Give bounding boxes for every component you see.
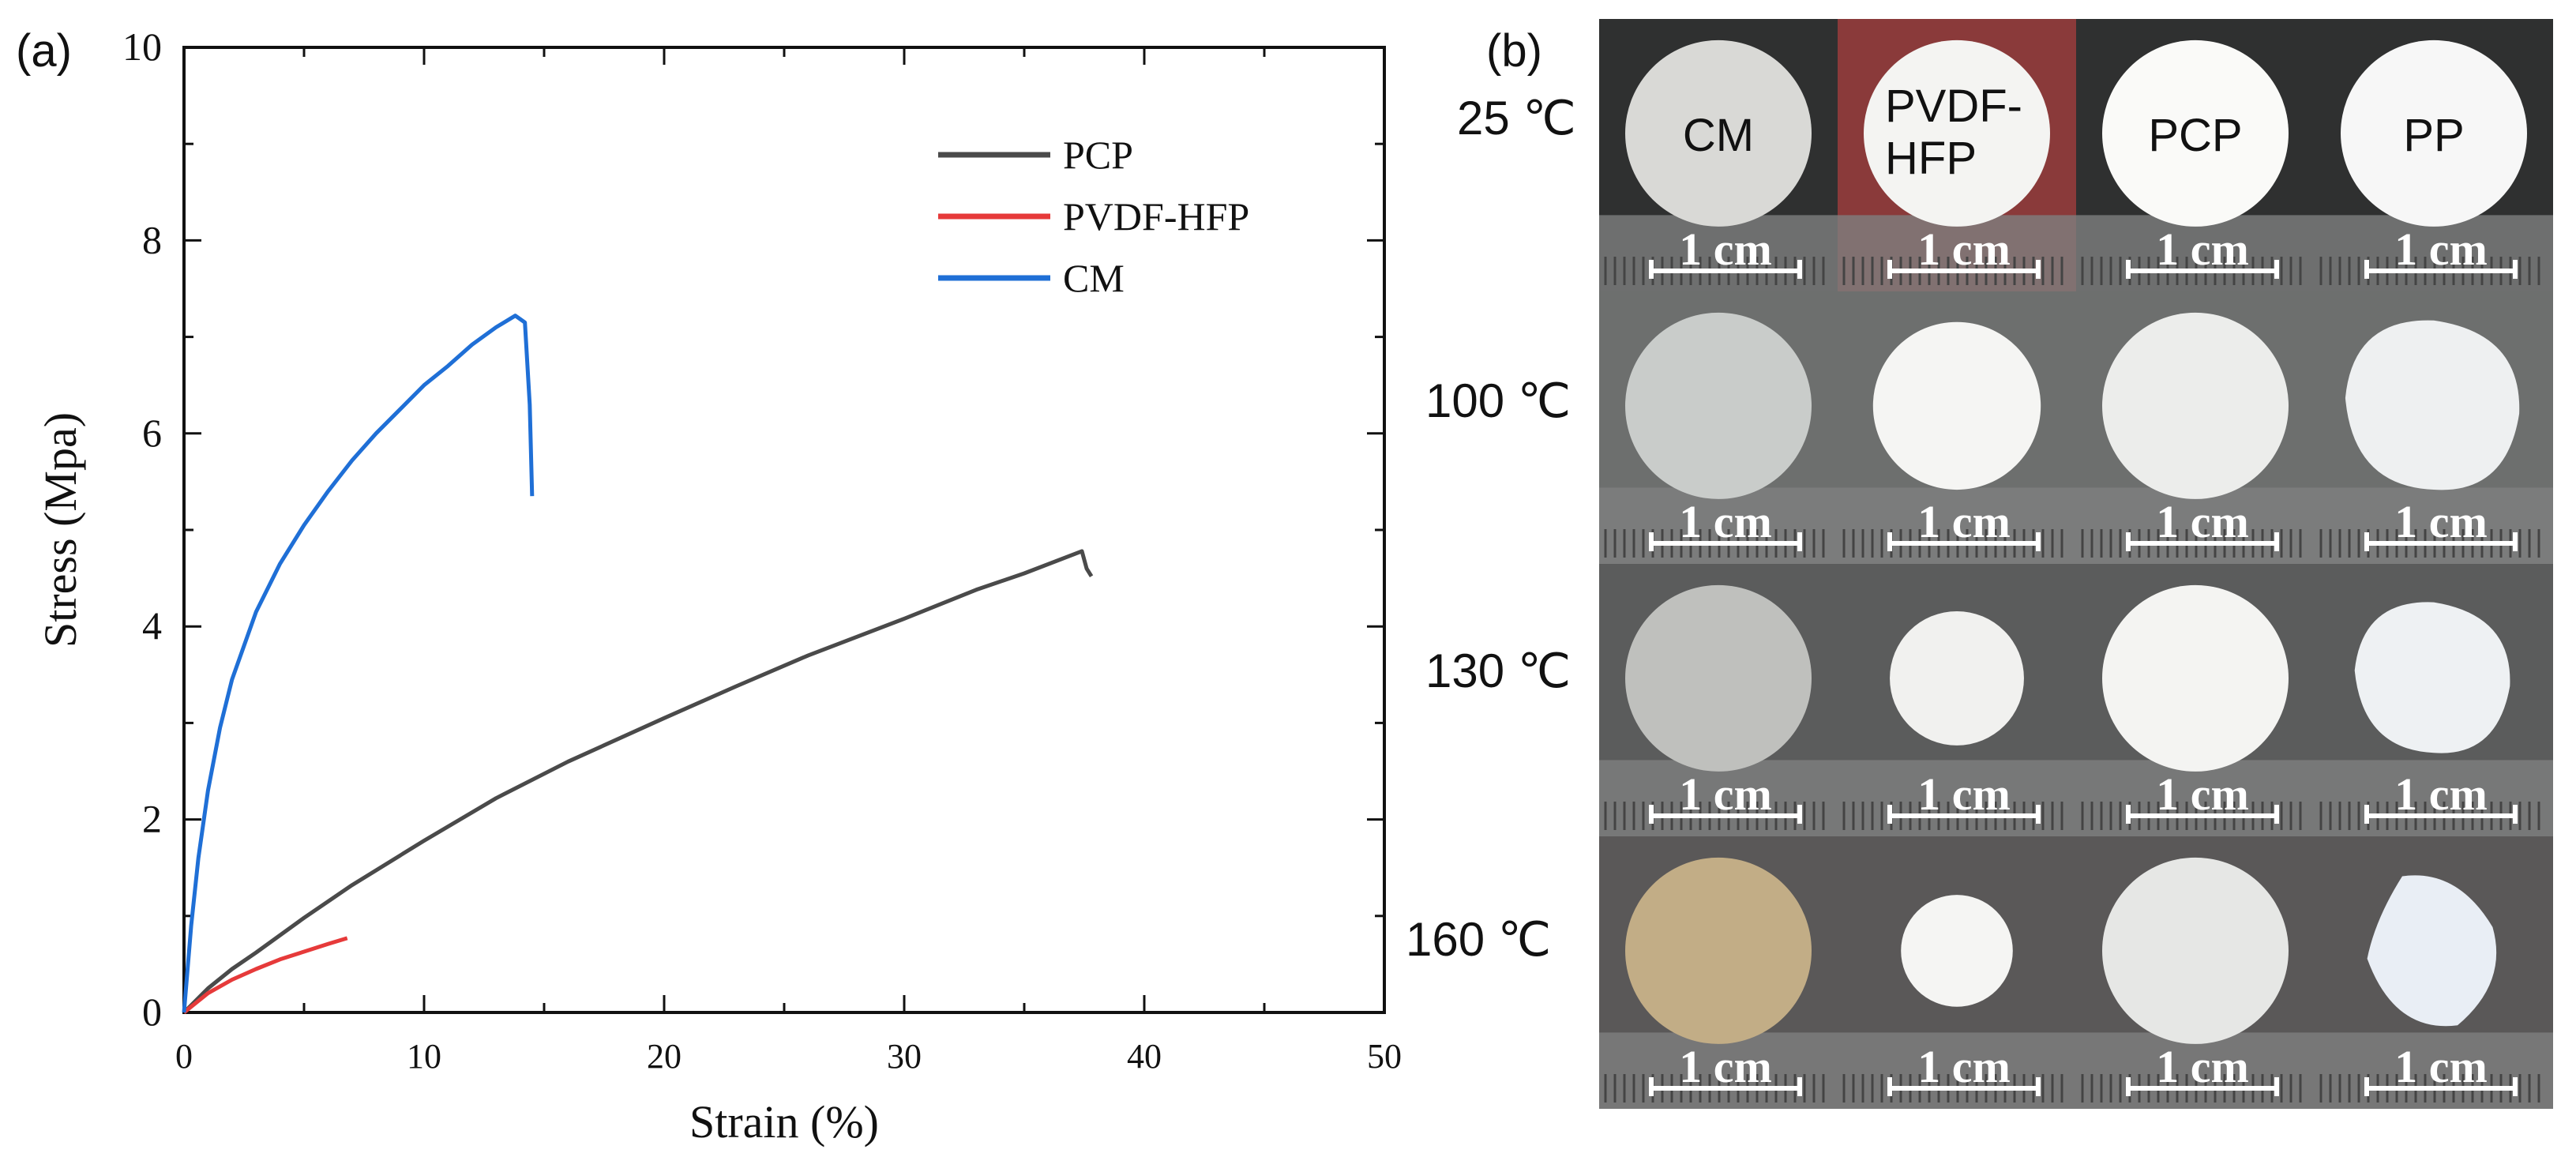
sample-disc — [2102, 857, 2289, 1044]
scale-bar-label: 1 cm — [2156, 224, 2249, 275]
x-tick-label: 0 — [175, 1037, 193, 1076]
axis-ticks: 0 10 20 30 40 50 0 2 4 6 8 10 — [122, 24, 1402, 1076]
y-tick-label: 8 — [142, 217, 162, 261]
x-tick-label: 40 — [1127, 1037, 1162, 1076]
scale-bar-label: 1 cm — [2394, 496, 2488, 547]
sample-photo: 1 cm — [1838, 291, 2076, 564]
sample-disc — [2102, 312, 2289, 499]
panel-b-label: (b) — [1486, 25, 1542, 77]
sample-disc — [1625, 39, 1812, 227]
stress-strain-chart: 0 10 20 30 40 50 0 2 4 6 8 10 PCP PVDF-HFP CM Strain … — [35, 24, 1402, 1148]
legend-label: PCP — [1063, 133, 1133, 177]
scale-bar-label: 1 cm — [2156, 496, 2249, 547]
sample-disc — [2102, 39, 2289, 227]
y-tick-label: 0 — [142, 990, 162, 1034]
sample-photo: 1 cm — [2076, 836, 2315, 1109]
sample-photo: PVDF-HFP 1 cm — [1838, 19, 2076, 291]
sample-photo: 1 cm — [1838, 564, 2076, 836]
sample-photo: 1 cm — [2076, 564, 2315, 836]
series-line-pvdf-hfp — [182, 936, 348, 1014]
y-tick-label: 6 — [142, 411, 162, 455]
x-tick-label: 30 — [887, 1037, 922, 1076]
scale-bar-label: 1 cm — [1679, 496, 1772, 547]
scale-bar-label: 1 cm — [1917, 224, 2011, 275]
series-line-pcp — [182, 549, 1094, 1014]
plot-frame — [182, 46, 1386, 1014]
y-tick-label: 4 — [142, 603, 162, 648]
scale-bar-label: 1 cm — [1917, 1041, 2011, 1092]
sample-photo: PCP 1 cm — [2076, 19, 2315, 291]
panel-a-label: (a) — [16, 25, 72, 77]
legend: PCP PVDF-HFP CM — [938, 133, 1249, 300]
sample-disc — [1625, 584, 1812, 772]
scale-bar-label: 1 cm — [1917, 768, 2011, 820]
scale-bar-label: 1 cm — [2394, 768, 2488, 820]
y-tick-label: 10 — [122, 24, 162, 69]
legend-label: PVDF-HFP — [1063, 194, 1249, 239]
sample-column-label: PP — [2403, 110, 2464, 161]
series-line-cm — [182, 314, 535, 1013]
scale-bar-label: 1 cm — [1917, 496, 2011, 547]
temperature-label: 130 ℃ — [1425, 644, 1571, 697]
sample-photo: 1 cm — [1599, 291, 1838, 564]
x-axis-label: Strain (%) — [689, 1096, 879, 1148]
sample-disc — [1890, 610, 2024, 746]
sample-shrunk — [2345, 320, 2520, 490]
sample-column-label: CM — [1683, 110, 1754, 161]
scale-bar-label: 1 cm — [2156, 1041, 2249, 1092]
scale-bar-label: 1 cm — [1679, 1041, 1772, 1092]
x-tick-label: 50 — [1367, 1037, 1402, 1076]
sample-photo: 1 cm — [1599, 836, 1838, 1109]
sample-column-label: HFP — [1885, 133, 1977, 184]
sample-photo: CM 1 cm — [1599, 19, 1838, 291]
sample-shrunk — [2367, 875, 2497, 1027]
y-axis-label: Stress (Mpa) — [35, 412, 86, 648]
series-lines — [182, 314, 1094, 1014]
scale-bar-label: 1 cm — [1679, 224, 1772, 275]
sample-shrunk — [2354, 602, 2510, 753]
sample-disc — [2341, 39, 2527, 227]
sample-disc — [1872, 321, 2041, 490]
sample-column-label: PVDF- — [1885, 81, 2022, 132]
sample-photo: PP 1 cm — [2315, 19, 2553, 291]
scale-bar-label: 1 cm — [2394, 1041, 2488, 1092]
sample-disc — [1625, 312, 1812, 499]
sample-photo: 1 cm — [2315, 836, 2553, 1109]
y-tick-label: 2 — [142, 797, 162, 841]
temperature-label: 160 ℃ — [1406, 913, 1551, 966]
temperature-label: 100 ℃ — [1425, 374, 1571, 427]
sample-disc — [1864, 39, 2050, 227]
x-tick-label: 20 — [647, 1037, 682, 1076]
sample-photo: 1 cm — [1838, 836, 2076, 1109]
sample-column-label: PCP — [2148, 110, 2242, 161]
sample-disc — [1901, 895, 2013, 1007]
sample-disc — [1625, 857, 1812, 1044]
sample-photo: 1 cm — [2076, 291, 2315, 564]
legend-label: CM — [1063, 256, 1125, 300]
x-tick-label: 10 — [407, 1037, 441, 1076]
sample-photo: 1 cm — [2315, 564, 2553, 836]
scale-bar-label: 1 cm — [1679, 768, 1772, 820]
scale-bar-label: 1 cm — [2394, 224, 2488, 275]
temperature-label: 25 ℃ — [1457, 92, 1576, 145]
scale-bar-label: 1 cm — [2156, 768, 2249, 820]
sample-photo: 1 cm — [1599, 564, 1838, 836]
sample-disc — [2102, 584, 2289, 772]
sample-photo: 1 cm — [2315, 291, 2553, 564]
